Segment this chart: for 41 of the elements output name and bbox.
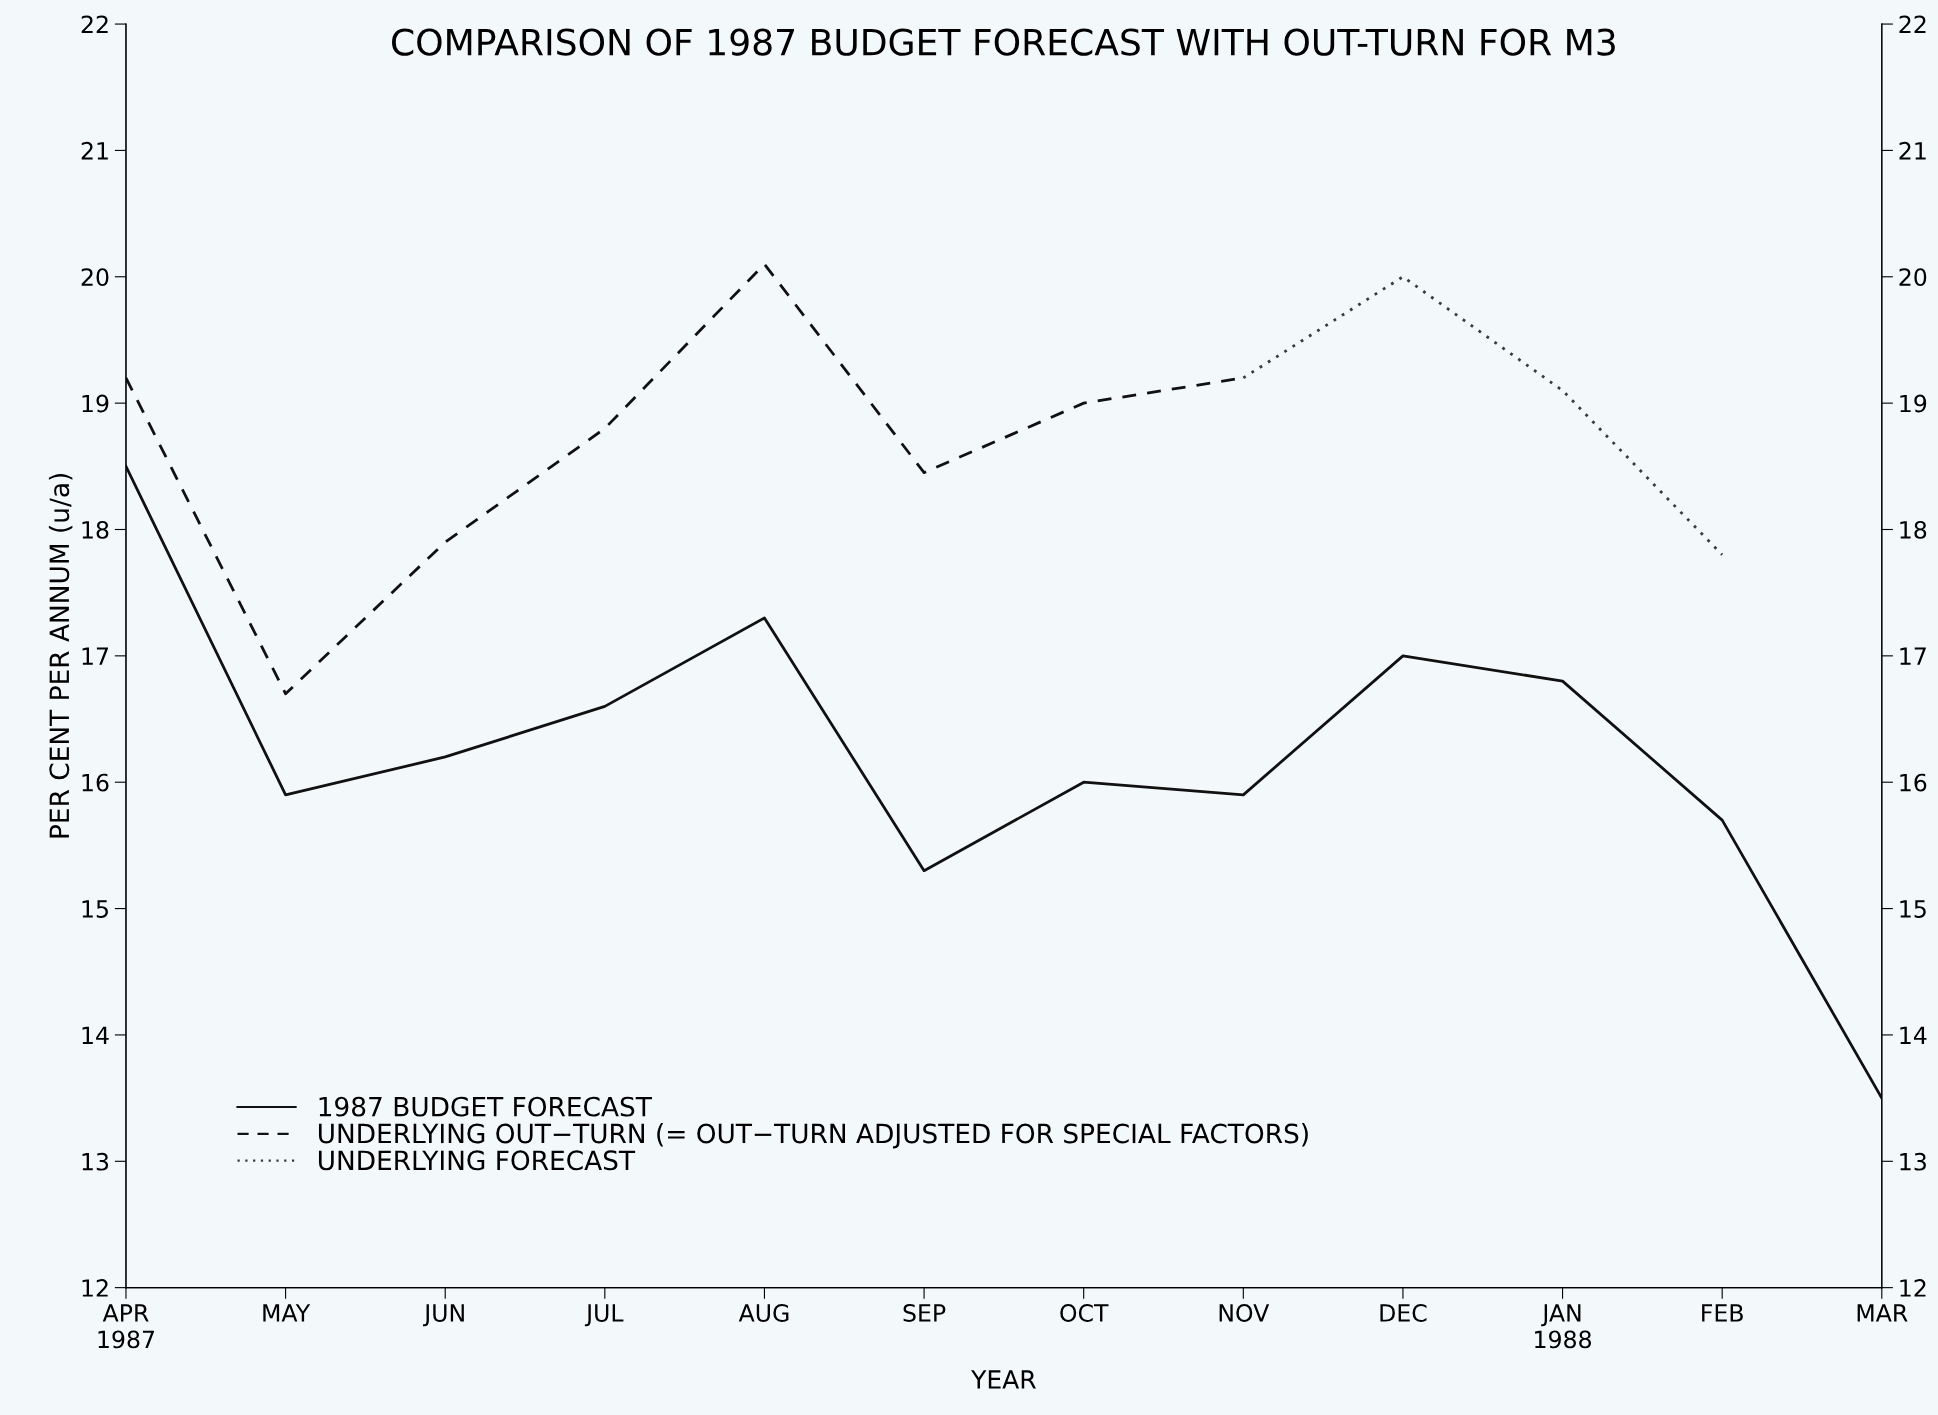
y2-tick-label: 20 xyxy=(1899,268,1927,287)
y2-tick-label: 16 xyxy=(1900,773,1927,792)
x-axis-title: YEAR xyxy=(971,1370,1036,1389)
y2-tick-label: 15 xyxy=(1900,900,1926,918)
y2-tick-label: 17 xyxy=(1900,647,1926,665)
y2-tick-label: 18 xyxy=(1900,520,1927,539)
line-series xyxy=(1241,275,1724,557)
y2-tick-label: 19 xyxy=(1900,394,1927,413)
x-tick-label: APR 1987 xyxy=(98,1304,154,1349)
legend-label: 1987 BUDGET FORECAST xyxy=(319,1096,652,1117)
x-tick-label: AUG xyxy=(738,1304,789,1322)
x-tick-label: FEB xyxy=(1702,1304,1743,1322)
y-tick-label: 14 xyxy=(82,1026,109,1044)
x-tick-label: JUL xyxy=(584,1304,624,1327)
y-tick-label: 22 xyxy=(81,15,108,34)
y2-tick-label: 14 xyxy=(1900,1026,1927,1044)
x-tick-label: MAY xyxy=(263,1304,311,1322)
y-tick-label: 18 xyxy=(82,520,109,539)
y-tick-label: 15 xyxy=(82,900,108,918)
legend-label: UNDERLYING OUT−TURN (= OUT−TURN ADJUSTED FOR SPECIAL FACTORS) xyxy=(318,1123,1308,1149)
x-tick-label: NOV xyxy=(1219,1304,1270,1322)
y-tick-label: 16 xyxy=(82,773,109,792)
x-tick-label: OCT xyxy=(1060,1304,1109,1322)
y-tick-label: 13 xyxy=(82,1152,109,1171)
x-tick-label: SEP xyxy=(903,1304,946,1322)
y-tick-label: 20 xyxy=(81,268,109,287)
x-tick-label: DEC xyxy=(1380,1304,1427,1322)
y-tick-label: 19 xyxy=(82,394,109,413)
y-axis-title: PER CENT PER ANNUM (u/a) xyxy=(48,473,73,838)
y2-tick-label: 22 xyxy=(1899,15,1926,34)
x-tick-label: MAR xyxy=(1857,1304,1908,1322)
legend-label: UNDERLYING FORECAST xyxy=(318,1150,636,1171)
x-tick-label: JAN 1988 xyxy=(1535,1304,1591,1349)
y2-tick-label: 21 xyxy=(1899,141,1926,160)
y-tick-label: 12 xyxy=(82,1279,108,1297)
y-tick-label: 17 xyxy=(82,647,108,665)
y2-tick-label: 13 xyxy=(1900,1152,1926,1171)
y-tick-label: 21 xyxy=(81,141,108,160)
x-tick-label: JUN xyxy=(423,1304,464,1327)
chart-title: COMPARISON OF 1987 BUDGET FORECAST WITH OUT-TURN FOR M3 xyxy=(392,28,1615,56)
y2-tick-label: 12 xyxy=(1900,1279,1926,1297)
